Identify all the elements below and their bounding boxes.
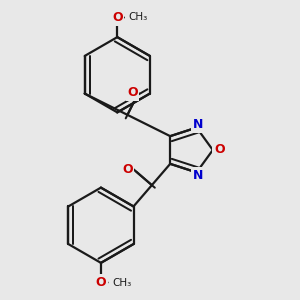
Text: O: O [96, 276, 106, 289]
Text: CH₃: CH₃ [129, 13, 148, 22]
Text: CH₃: CH₃ [112, 278, 132, 287]
Text: O: O [127, 86, 138, 99]
Text: O: O [112, 11, 123, 24]
Text: N: N [193, 118, 203, 131]
Text: O: O [214, 143, 225, 157]
Text: N: N [193, 169, 203, 182]
Text: O: O [122, 163, 133, 176]
